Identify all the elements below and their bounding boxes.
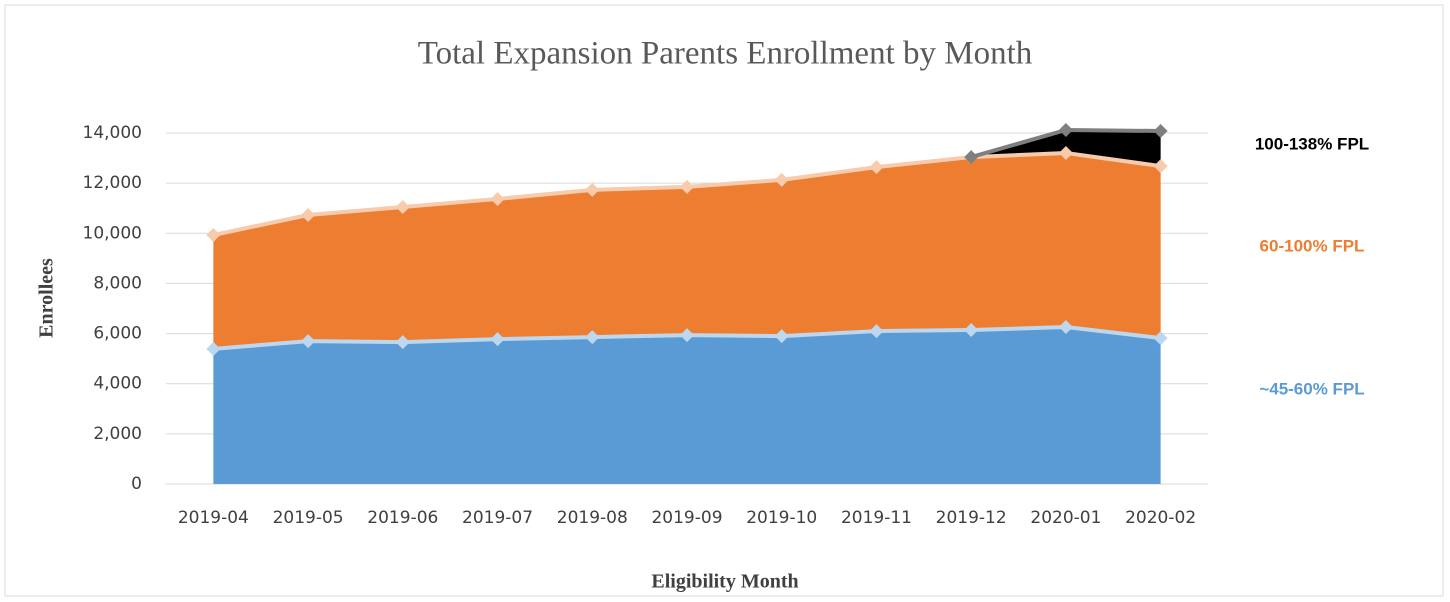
marker [301, 334, 316, 349]
x-tick-label: 2019-06 [367, 508, 438, 528]
marker [774, 172, 789, 187]
marker [869, 324, 884, 339]
marker [206, 228, 221, 243]
legend-label: ~45-60% FPL [1259, 379, 1364, 398]
marker [1153, 123, 1168, 138]
area [213, 327, 1161, 484]
y-axis-title: Enrollees [36, 258, 58, 338]
x-tick-label: 2019-09 [651, 508, 722, 528]
marker [1058, 122, 1073, 137]
marker [301, 207, 316, 222]
x-axis-title: Eligibility Month [651, 571, 798, 593]
marker [869, 160, 884, 175]
marker [1058, 146, 1073, 161]
marker [395, 335, 410, 350]
x-tick-label: 2019-07 [462, 508, 533, 528]
marker [206, 341, 221, 356]
marker [1153, 331, 1168, 346]
marker [395, 199, 410, 214]
y-tick-label: 0 [131, 474, 142, 494]
y-tick-label: 14,000 [83, 123, 142, 143]
y-tick-label: 10,000 [83, 223, 142, 243]
y-tick-label: 6,000 [93, 324, 142, 344]
chart-title: Total Expansion Parents Enrollment by Mo… [418, 36, 1033, 72]
x-tick-label: 2019-08 [557, 508, 628, 528]
marker [680, 179, 694, 194]
x-tick-label: 2019-11 [841, 508, 912, 528]
marker [1153, 159, 1168, 174]
y-tick-label: 8,000 [93, 273, 142, 293]
x-tick-label: 2019-12 [936, 508, 1007, 528]
marker [585, 182, 600, 197]
legend-label: 100-138% FPL [1255, 134, 1369, 153]
y-tick-label: 12,000 [83, 173, 142, 193]
marker [1058, 320, 1073, 335]
marker [774, 329, 789, 344]
x-tick-label: 2019-10 [746, 508, 817, 528]
marker [680, 328, 694, 343]
marker [964, 150, 979, 165]
x-tick-label: 2020-02 [1125, 508, 1196, 528]
area [213, 153, 1161, 349]
x-tick-label: 2019-05 [273, 508, 344, 528]
marker [964, 323, 979, 338]
marker [490, 191, 505, 206]
legend-label: 60-100% FPL [1260, 236, 1365, 255]
x-tick-label: 2020-01 [1030, 508, 1101, 528]
y-tick-label: 2,000 [93, 424, 142, 444]
x-tick-label: 2019-04 [178, 508, 249, 528]
marker [585, 330, 600, 345]
y-tick-label: 4,000 [93, 374, 142, 394]
marker [490, 332, 505, 347]
